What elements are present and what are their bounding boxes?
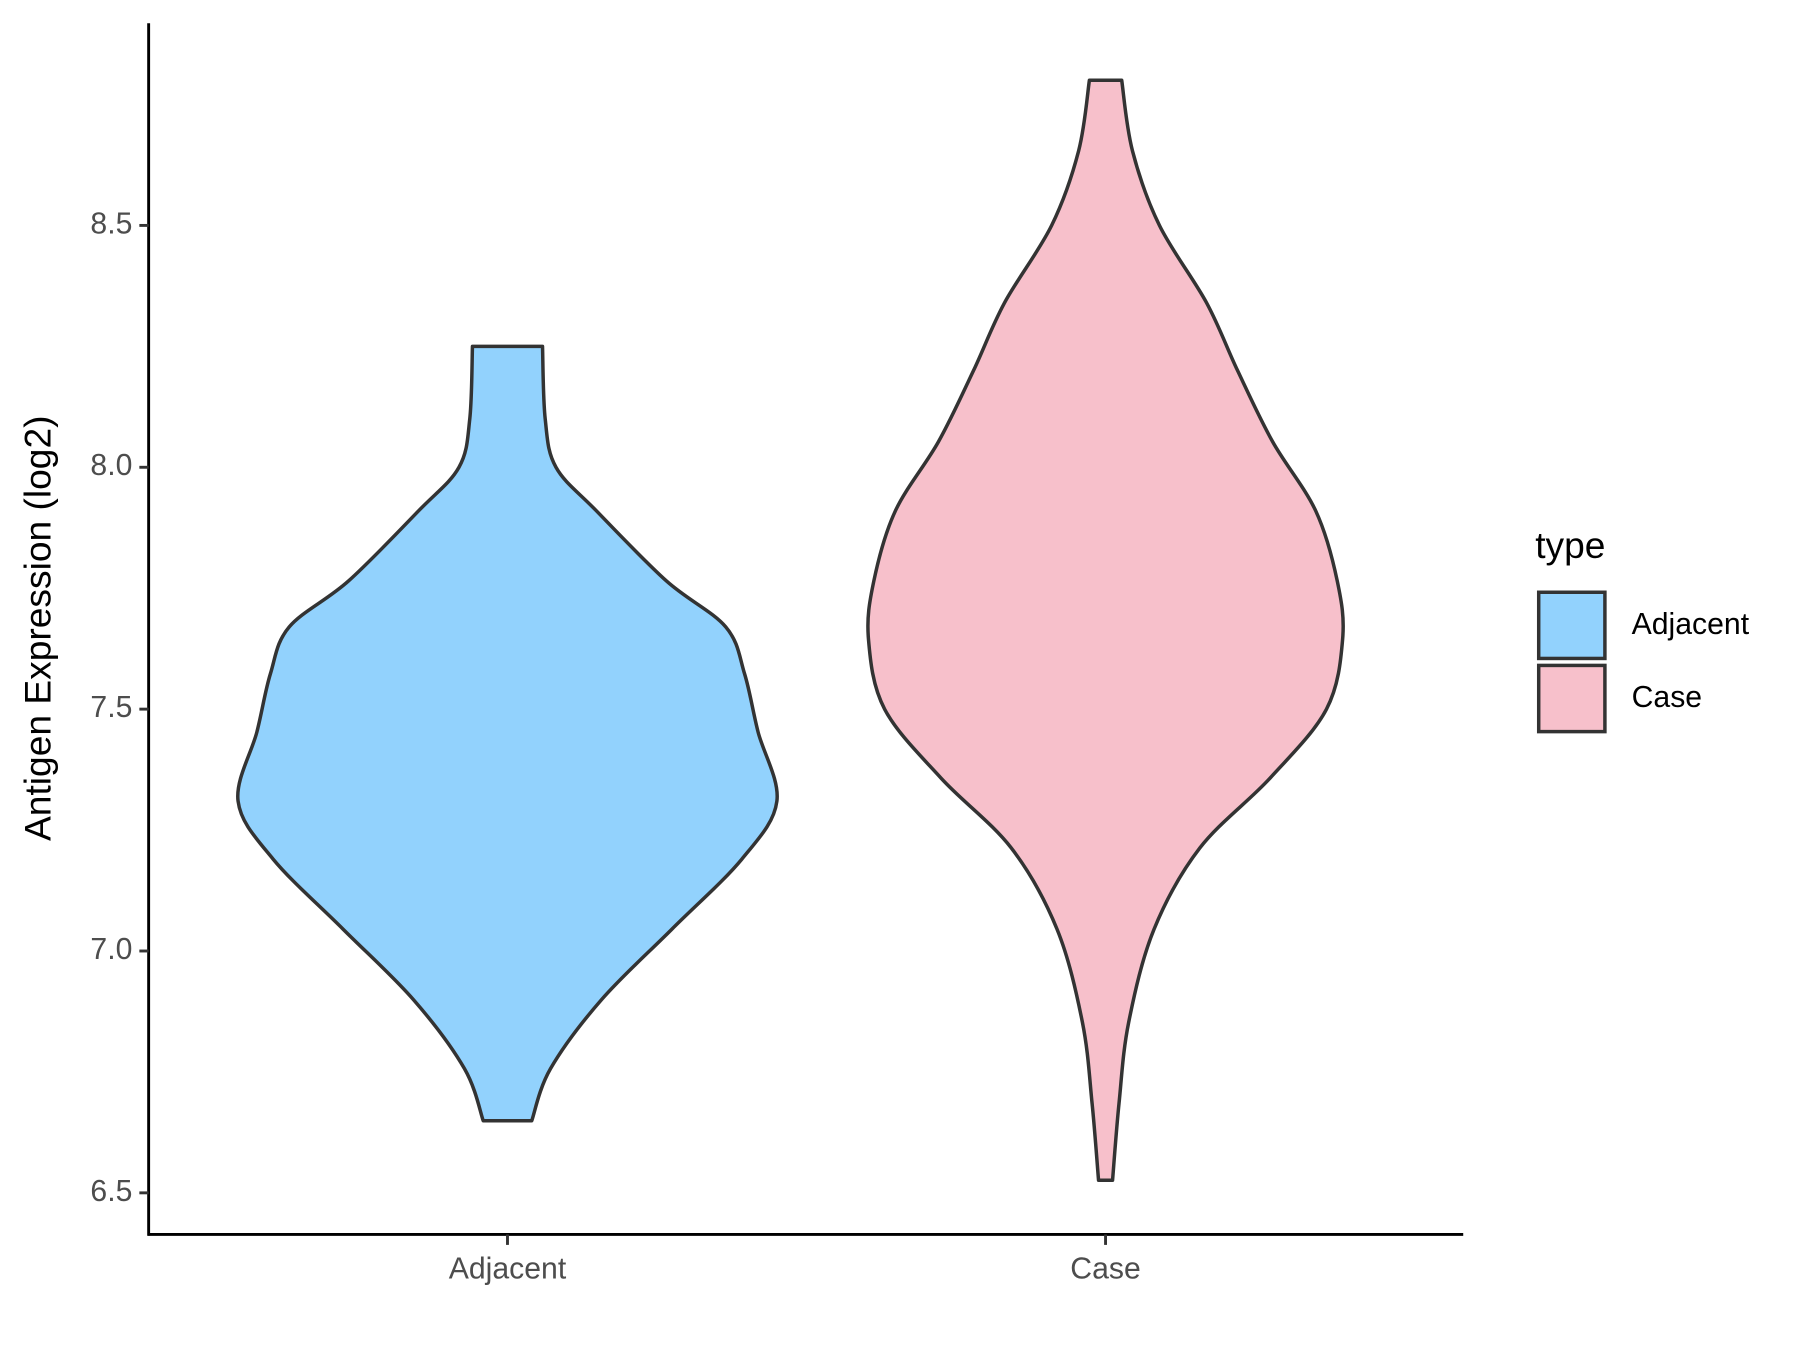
x-tick-label: Adjacent (449, 1252, 567, 1285)
y-tick-label: 7.0 (90, 933, 132, 966)
legend-key (1536, 590, 1607, 661)
y-axis-title: Antigen Expression (log2) (16, 416, 58, 841)
violin (866, 78, 1345, 1183)
legend-label: Case (1632, 681, 1702, 714)
legend-key (1536, 663, 1607, 734)
x-tick-label: Case (1070, 1252, 1140, 1285)
y-tick-label: 8.0 (90, 449, 132, 482)
y-tick-label: 6.5 (90, 1175, 132, 1208)
y-tick-label: 8.5 (90, 207, 132, 240)
legend-title: type (1535, 524, 1605, 566)
y-tick-label: 7.5 (90, 691, 132, 724)
legend-label: Adjacent (1632, 608, 1750, 641)
violin (236, 344, 779, 1123)
